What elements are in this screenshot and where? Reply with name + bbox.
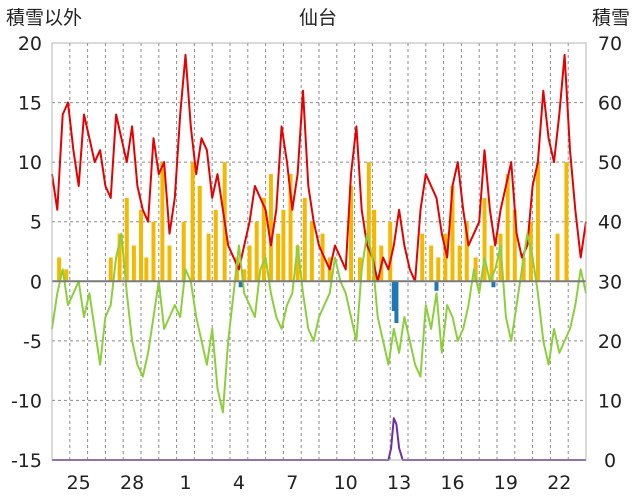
y-tick-label-left: -15 [11,450,42,472]
bar [394,281,399,323]
series-line [52,417,586,461]
bar [450,185,455,282]
bar [564,162,569,282]
bar [366,162,371,282]
bar [391,281,396,312]
x-tick-label: 4 [233,472,245,494]
bar [388,221,393,282]
right-axis-label: 積雪 [592,7,630,29]
x-tick-label: 19 [494,472,518,494]
series-line [51,232,587,414]
y-tick-label-left: 5 [30,212,42,234]
y-tick-label-right: 70 [598,33,622,55]
bar [144,257,149,282]
bar [357,257,362,282]
chart-title: 仙台 [299,7,337,29]
bar [117,233,122,282]
y-tick-label-left: 0 [30,271,42,293]
y-tick-label-left: -10 [11,390,42,412]
y-tick-label-right: 20 [598,331,622,353]
bar [482,197,487,282]
bar [167,245,172,282]
bar [238,281,243,288]
y-tick-label-left: 20 [18,33,42,55]
bar [64,269,69,282]
bar [295,245,300,282]
bar [268,174,273,282]
x-tick-label: 7 [286,472,298,494]
bar [57,257,62,282]
bar [160,162,165,282]
bar [320,233,325,282]
bar [505,174,510,282]
bar [309,221,314,282]
bar [206,233,211,282]
x-tick-label: 22 [547,472,571,494]
left-axis-label: 積雪以外 [6,7,82,29]
x-tick-label: 28 [120,472,144,494]
plot-border [51,42,587,461]
bar [349,185,354,282]
bar [139,209,143,282]
bar [489,245,494,282]
y-tick-label-left: -5 [23,331,42,353]
bar [473,257,478,282]
series-lines [51,53,587,461]
bar [521,257,526,282]
bar [276,233,281,282]
bar [512,209,517,282]
tick-labels: -15 -10 -5 0 5 10 15 20 0 10 20 30 40 50 60 70 25 28 1 4 7 10… [11,33,622,494]
bar [197,185,202,282]
bar [254,221,259,282]
bar [491,281,496,288]
x-tick-label: 16 [440,472,464,494]
bar [242,269,247,282]
bar [464,221,469,282]
axes [51,42,587,461]
bar [151,221,156,282]
bar [434,281,439,291]
bar [372,209,377,282]
y-tick-label-right: 50 [598,152,622,174]
bar [535,162,540,282]
y-tick-label-right: 10 [598,390,622,412]
bar [131,245,136,282]
y-tick-label-right: 0 [604,450,616,472]
series-line [51,53,587,283]
x-tick-label: 25 [67,472,91,494]
y-tick-label-left: 10 [18,152,42,174]
bars [57,162,569,323]
bar [436,257,441,282]
bar [555,233,560,282]
bar [213,209,218,282]
bar [420,233,425,282]
bar [261,197,266,282]
bar [457,245,462,282]
bar [108,257,113,282]
x-tick-label: 10 [334,472,358,494]
bar [124,197,129,282]
bar [302,197,307,282]
y-tick-label-left: 15 [18,93,42,115]
bar [429,245,434,282]
y-tick-label-right: 30 [598,271,622,293]
bar [247,245,252,282]
bar [443,233,448,282]
y-tick-label-right: 60 [598,93,622,115]
y-tick-label-right: 40 [598,212,622,234]
bar [288,174,293,282]
bar [181,221,186,282]
x-tick-label: 13 [387,472,411,494]
bar [281,209,286,282]
x-tick-label: 1 [179,472,191,494]
bar [190,162,195,282]
